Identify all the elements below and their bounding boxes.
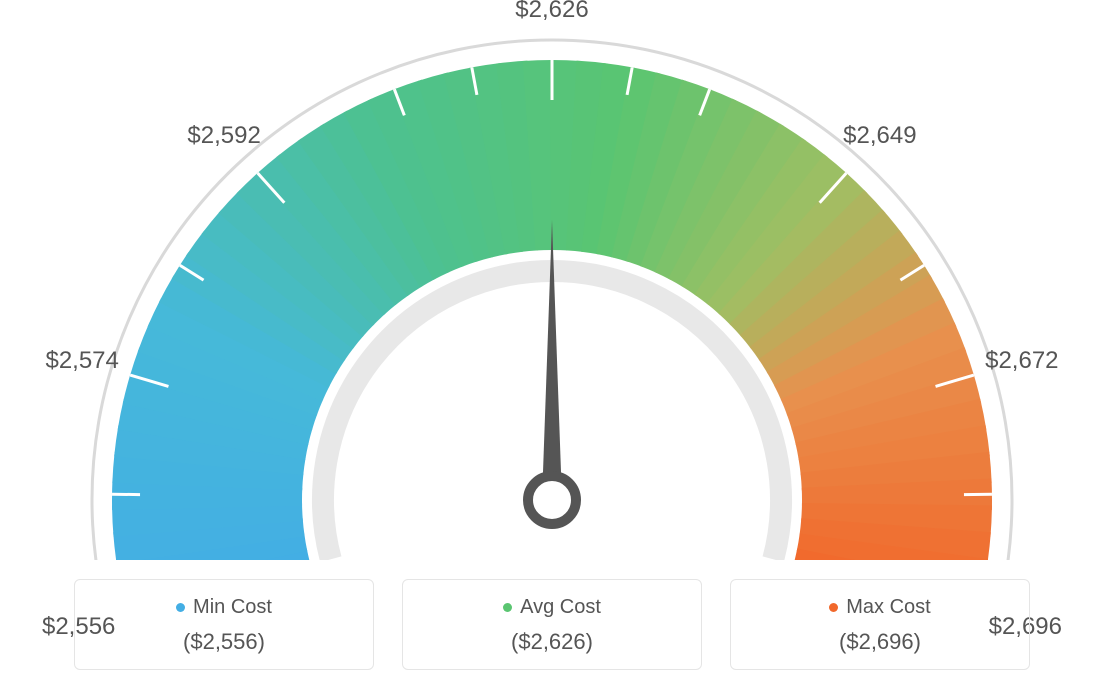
legend-max-value: ($2,696)	[741, 629, 1019, 655]
chart-container: $2,556$2,574$2,592$2,626$2,649$2,672$2,6…	[0, 0, 1104, 690]
scale-label: $2,649	[843, 122, 916, 150]
dot-icon	[176, 603, 185, 612]
legend-max-card: Max Cost ($2,696)	[730, 579, 1030, 670]
scale-label: $2,592	[187, 122, 260, 150]
legend-min-label-text: Min Cost	[193, 596, 272, 618]
legend-min-card: Min Cost ($2,556)	[74, 579, 374, 670]
legend-max-label: Max Cost	[741, 596, 1019, 619]
dot-icon	[829, 603, 838, 612]
legend-avg-label: Avg Cost	[413, 596, 691, 619]
legend-row: Min Cost ($2,556) Avg Cost ($2,626) Max …	[0, 579, 1104, 670]
scale-label: $2,574	[45, 347, 118, 375]
legend-min-label: Min Cost	[85, 596, 363, 619]
scale-label: $2,626	[515, 0, 588, 24]
dot-icon	[503, 603, 512, 612]
legend-max-label-text: Max Cost	[846, 596, 930, 618]
legend-min-value: ($2,556)	[85, 629, 363, 655]
gauge-chart: $2,556$2,574$2,592$2,626$2,649$2,672$2,6…	[0, 0, 1104, 560]
legend-avg-card: Avg Cost ($2,626)	[402, 579, 702, 670]
scale-label: $2,672	[985, 347, 1058, 375]
gauge-svg	[0, 0, 1104, 560]
legend-avg-label-text: Avg Cost	[520, 596, 601, 618]
legend-avg-value: ($2,626)	[413, 629, 691, 655]
